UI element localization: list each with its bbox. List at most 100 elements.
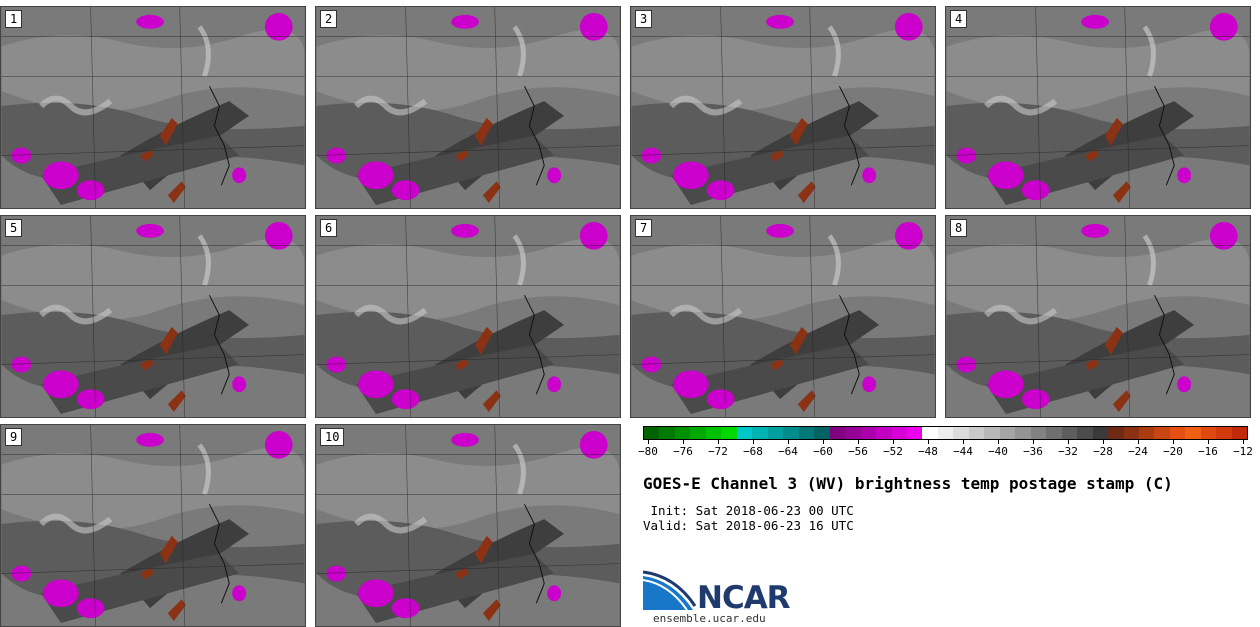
postage-stamp-panel-4: 4 bbox=[945, 6, 1251, 209]
colorbar-swatch bbox=[999, 427, 1016, 439]
colorbar-tick-label: −48 bbox=[918, 445, 938, 458]
colorbar-tick-mark bbox=[683, 440, 684, 444]
colorbar-swatch bbox=[891, 427, 907, 439]
colorbar-tick-mark bbox=[858, 440, 859, 444]
ncar-wordmark: NCAR bbox=[697, 580, 791, 616]
colorbar-swatch bbox=[644, 427, 660, 439]
wv-map-8 bbox=[946, 216, 1250, 417]
panel-number: 7 bbox=[635, 219, 653, 237]
panel-number: 6 bbox=[320, 219, 338, 237]
panel-number: 1 bbox=[5, 10, 23, 28]
colorbar-swatch bbox=[953, 427, 969, 439]
wv-map-7 bbox=[631, 216, 935, 417]
colorbar-swatch bbox=[922, 427, 938, 439]
wv-map-2 bbox=[316, 7, 620, 208]
colorbar-tick-mark bbox=[928, 440, 929, 444]
colorbar-swatch bbox=[984, 427, 1000, 439]
postage-stamp-panel-10: 10 bbox=[315, 424, 621, 627]
panel-number: 8 bbox=[950, 219, 968, 237]
colorbar-tick-mark bbox=[893, 440, 894, 444]
colorbar-swatch bbox=[798, 427, 815, 439]
colorbar-tick-mark bbox=[648, 440, 649, 444]
postage-stamp-panel-2: 2 bbox=[315, 6, 621, 209]
colorbar-tick-label: −16 bbox=[1198, 445, 1218, 458]
colorbar-tick-label: −64 bbox=[778, 445, 798, 458]
colorbar-swatch bbox=[1139, 427, 1155, 439]
colorbar-swatch bbox=[814, 427, 830, 439]
colorbar-swatch bbox=[1169, 427, 1186, 439]
colorbar-swatch bbox=[1185, 427, 1201, 439]
wv-map-10 bbox=[316, 425, 620, 626]
colorbar-tick-mark bbox=[1068, 440, 1069, 444]
colorbar-tick-mark bbox=[788, 440, 789, 444]
postage-stamp-panel-9: 9 bbox=[0, 424, 306, 627]
colorbar-swatch bbox=[845, 427, 861, 439]
colorbar-swatch bbox=[705, 427, 722, 439]
wv-map-1 bbox=[1, 7, 305, 208]
colorbar-swatch bbox=[1200, 427, 1217, 439]
colorbar-tick-label: −72 bbox=[708, 445, 728, 458]
colorbar-swatch bbox=[876, 427, 892, 439]
colorbar-tick-label: −76 bbox=[673, 445, 693, 458]
colorbar-tick-label: −32 bbox=[1058, 445, 1078, 458]
colorbar-swatch bbox=[752, 427, 768, 439]
colorbar-tick-mark bbox=[1138, 440, 1139, 444]
colorbar-swatch bbox=[674, 427, 691, 439]
colorbar-swatch bbox=[783, 427, 799, 439]
colorbar-swatch bbox=[1030, 427, 1047, 439]
colorbar-swatch bbox=[721, 427, 737, 439]
colorbar-swatch bbox=[690, 427, 706, 439]
postage-stamp-panel-5: 5 bbox=[0, 215, 306, 418]
colorbar-tick-mark bbox=[718, 440, 719, 444]
wv-map-4 bbox=[946, 7, 1250, 208]
postage-stamp-panel-7: 7 bbox=[630, 215, 936, 418]
colorbar-tick-label: −60 bbox=[813, 445, 833, 458]
colorbar-swatch bbox=[1123, 427, 1139, 439]
valid-time: Valid: Sat 2018-06-23 16 UTC bbox=[643, 518, 854, 533]
colorbar-tick-label: −36 bbox=[1023, 445, 1043, 458]
figure-title: GOES-E Channel 3 (WV) brightness temp po… bbox=[643, 474, 1173, 493]
colorbar-swatch bbox=[968, 427, 985, 439]
colorbar-tick-mark bbox=[1103, 440, 1104, 444]
colorbar-swatch bbox=[659, 427, 675, 439]
postage-stamp-panel-8: 8 bbox=[945, 215, 1251, 418]
wv-map-3 bbox=[631, 7, 935, 208]
panel-number: 5 bbox=[5, 219, 23, 237]
colorbar-tick-mark bbox=[963, 440, 964, 444]
colorbar-tick-mark bbox=[998, 440, 999, 444]
colorbar-swatch bbox=[736, 427, 753, 439]
colorbar-swatch bbox=[1077, 427, 1093, 439]
panel-number: 9 bbox=[5, 428, 23, 446]
init-time: Init: Sat 2018-06-23 00 UTC bbox=[643, 503, 854, 518]
colorbar-tick-mark bbox=[1033, 440, 1034, 444]
colorbar-tick-mark bbox=[823, 440, 824, 444]
colorbar-swatch bbox=[906, 427, 923, 439]
colorbar-tick-label: −20 bbox=[1163, 445, 1183, 458]
colorbar-swatch bbox=[767, 427, 784, 439]
panel-number: 3 bbox=[635, 10, 653, 28]
panel-number: 4 bbox=[950, 10, 968, 28]
postage-stamp-panel-1: 1 bbox=[0, 6, 306, 209]
colorbar-tick-label: −56 bbox=[848, 445, 868, 458]
colorbar-tick-label: −28 bbox=[1093, 445, 1113, 458]
colorbar-swatch bbox=[1231, 427, 1248, 439]
colorbar-swatch bbox=[1108, 427, 1124, 439]
colorbar-tick-label: −12 bbox=[1233, 445, 1253, 458]
colorbar-swatch bbox=[860, 427, 877, 439]
colorbar-tick-label: −44 bbox=[953, 445, 973, 458]
colorbar-swatch bbox=[1154, 427, 1170, 439]
colorbar-tick-mark bbox=[1243, 440, 1244, 444]
colorbar-tick-label: −52 bbox=[883, 445, 903, 458]
panel-number: 2 bbox=[320, 10, 338, 28]
ncar-logo-icon bbox=[643, 570, 697, 611]
colorbar-tick-label: −68 bbox=[743, 445, 763, 458]
wv-map-6 bbox=[316, 216, 620, 417]
colorbar-swatch bbox=[1061, 427, 1078, 439]
colorbar-swatch bbox=[1092, 427, 1109, 439]
site-url: ensemble.ucar.edu bbox=[653, 612, 766, 625]
colorbar-swatch bbox=[829, 427, 846, 439]
postage-stamp-panel-3: 3 bbox=[630, 6, 936, 209]
colorbar-swatch bbox=[1015, 427, 1031, 439]
postage-stamp-panel-6: 6 bbox=[315, 215, 621, 418]
colorbar-swatch bbox=[1216, 427, 1232, 439]
